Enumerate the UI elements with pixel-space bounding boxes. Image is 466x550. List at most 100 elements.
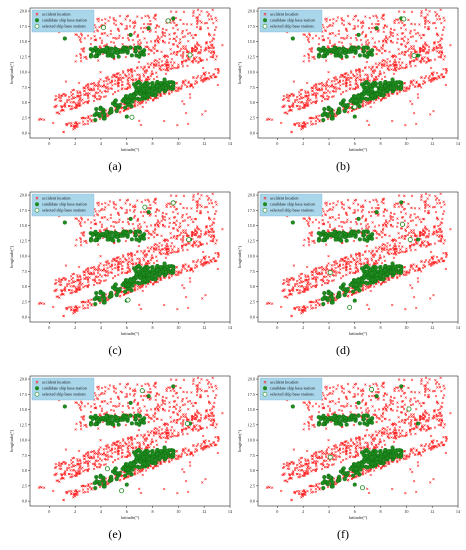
y-tick-label: 20.0 (20, 9, 27, 14)
legend-label: accident location (42, 196, 71, 201)
candidate-station-marker (164, 264, 169, 269)
accident-marker (116, 72, 119, 75)
accident-marker (213, 52, 216, 55)
x-axis-label: latitude(°) (121, 147, 140, 152)
x-tick-label: 6 (354, 325, 356, 330)
y-tick-label: 17.5 (248, 24, 255, 29)
legend-label: candidate ship base station (42, 18, 88, 23)
accident-marker (198, 44, 201, 47)
accident-marker (207, 50, 211, 53)
accident-marker (67, 122, 71, 125)
candidate-station-marker (126, 98, 131, 104)
selected-station-marker (186, 237, 192, 243)
accident-marker (92, 99, 96, 103)
accident-marker (184, 60, 188, 63)
accident-marker (212, 73, 215, 76)
accident-marker (83, 86, 86, 89)
accident-marker (60, 105, 64, 108)
candidate-station-marker (120, 98, 125, 103)
accident-marker (199, 45, 203, 48)
accident-marker (98, 98, 101, 101)
y-tick-label: 2.5 (22, 299, 27, 304)
accident-marker (62, 93, 65, 96)
accident-marker (146, 76, 150, 79)
accident-marker (73, 124, 76, 128)
accident-marker (132, 79, 135, 82)
accident-marker (76, 91, 79, 95)
candidate-station-marker (138, 235, 143, 240)
accident-marker (127, 82, 130, 85)
candidate-station-marker (123, 289, 128, 294)
accident-marker (88, 117, 92, 121)
accident-marker (203, 72, 206, 75)
candidate-station-marker (386, 81, 391, 86)
accident-marker (213, 76, 216, 79)
accident-marker (139, 102, 142, 106)
x-tick-label: 2 (302, 325, 304, 330)
y-tick-label: 20.0 (20, 193, 27, 198)
accident-marker (158, 57, 161, 61)
accident-marker (149, 75, 152, 78)
candidate-station-marker (146, 26, 151, 31)
candidate-station-marker (320, 113, 325, 118)
candidate-station-marker (113, 282, 118, 287)
accident-marker (81, 116, 85, 119)
accident-marker (195, 76, 198, 80)
accident-marker (133, 105, 137, 108)
accident-marker (60, 99, 63, 102)
accident-marker (136, 101, 139, 104)
candidate-station-marker (356, 94, 361, 99)
accident-marker (84, 100, 87, 104)
accident-marker (205, 76, 208, 80)
accident-marker (106, 75, 109, 79)
accident-marker (211, 47, 215, 50)
accident-marker (207, 78, 211, 81)
accident-marker (82, 102, 85, 105)
accident-marker (119, 78, 123, 82)
accident-marker (81, 116, 84, 120)
accident-marker (165, 60, 168, 64)
accident-marker (60, 108, 64, 112)
accident-marker (175, 53, 178, 57)
accident-marker (107, 87, 110, 91)
accident-marker (207, 71, 211, 75)
x-tick-label: 4 (100, 325, 103, 330)
accident-marker (100, 91, 103, 94)
accident-marker (196, 52, 200, 55)
candidate-station-marker (93, 301, 98, 307)
accident-marker (170, 90, 173, 94)
legend-candidate-marker (263, 18, 267, 23)
y-tick-label: 7.5 (250, 85, 255, 90)
accident-marker (133, 69, 136, 72)
candidate-station-marker (146, 88, 151, 93)
accident-marker (98, 117, 102, 121)
accident-marker (162, 68, 165, 71)
accident-marker (201, 78, 204, 82)
accident-marker (89, 82, 92, 86)
candidate-station-marker (344, 54, 349, 59)
accident-marker (205, 58, 209, 61)
candidate-station-marker (383, 84, 388, 89)
candidate-station-marker (128, 45, 133, 50)
candidate-station-marker (102, 112, 107, 117)
accident-marker (102, 95, 106, 98)
candidate-station-marker (131, 278, 137, 283)
candidate-station-marker (158, 81, 163, 86)
x-tick-label: 14 (456, 325, 461, 330)
accident-marker (104, 86, 108, 90)
candidate-station-marker (378, 83, 384, 88)
selected-station-marker (352, 104, 358, 110)
accident-marker (209, 55, 212, 59)
accident-marker (127, 73, 131, 76)
x-tick-label: 6 (126, 325, 128, 330)
accident-marker (115, 76, 118, 79)
accident-marker (180, 84, 184, 88)
candidate-station-marker (124, 46, 129, 51)
candidate-station-marker (134, 88, 139, 93)
candidate-station-marker (337, 109, 342, 114)
candidate-station-marker (142, 232, 147, 237)
accident-marker (209, 75, 213, 78)
candidate-station-marker (163, 86, 169, 91)
accident-marker (76, 90, 79, 93)
